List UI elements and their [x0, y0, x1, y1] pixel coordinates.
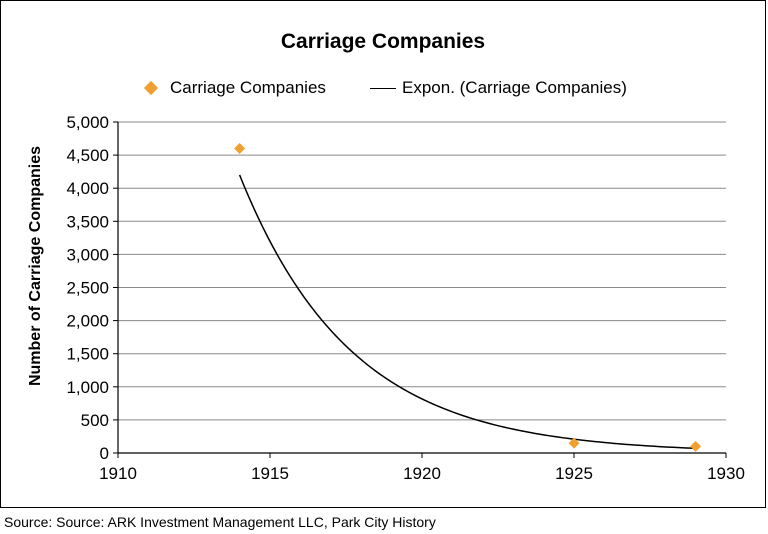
legend-label-scatter: Carriage Companies	[170, 78, 326, 97]
y-tick-label: 2,500	[66, 279, 109, 298]
y-tick-label: 3,000	[66, 245, 109, 264]
y-tick-label: 1,000	[66, 378, 109, 397]
x-tick-label: 1915	[251, 464, 289, 483]
trendline-swatch-icon	[370, 87, 396, 89]
legend-item-scatter: Carriage Companies	[143, 78, 326, 98]
x-tick-label: 1930	[707, 464, 745, 483]
source-note: Source: Source: ARK Investment Managemen…	[4, 514, 436, 530]
legend-item-trendline: Expon. (Carriage Companies)	[370, 78, 627, 98]
x-tick-label: 1910	[99, 464, 137, 483]
y-tick-label: 0	[100, 444, 109, 463]
y-tick-label: 4,000	[66, 179, 109, 198]
data-point	[234, 142, 246, 154]
y-tick-label: 5,000	[66, 113, 109, 132]
y-tick-label: 4,500	[66, 146, 109, 165]
y-tick-label: 1,500	[66, 345, 109, 364]
data-point	[690, 440, 702, 452]
legend-label-trendline: Expon. (Carriage Companies)	[402, 78, 627, 97]
data-point	[568, 437, 580, 449]
trendline-series	[238, 174, 696, 450]
y-tick-label: 500	[81, 411, 109, 430]
legend: Carriage Companies Expon. (Carriage Comp…	[0, 78, 766, 100]
chart-title: Carriage Companies	[280, 30, 486, 53]
x-tick-label: 1925	[555, 464, 593, 483]
y-tick-label: 3,500	[66, 212, 109, 231]
x-tick-label: 1920	[403, 464, 441, 483]
y-tick-label: 2,000	[66, 312, 109, 331]
